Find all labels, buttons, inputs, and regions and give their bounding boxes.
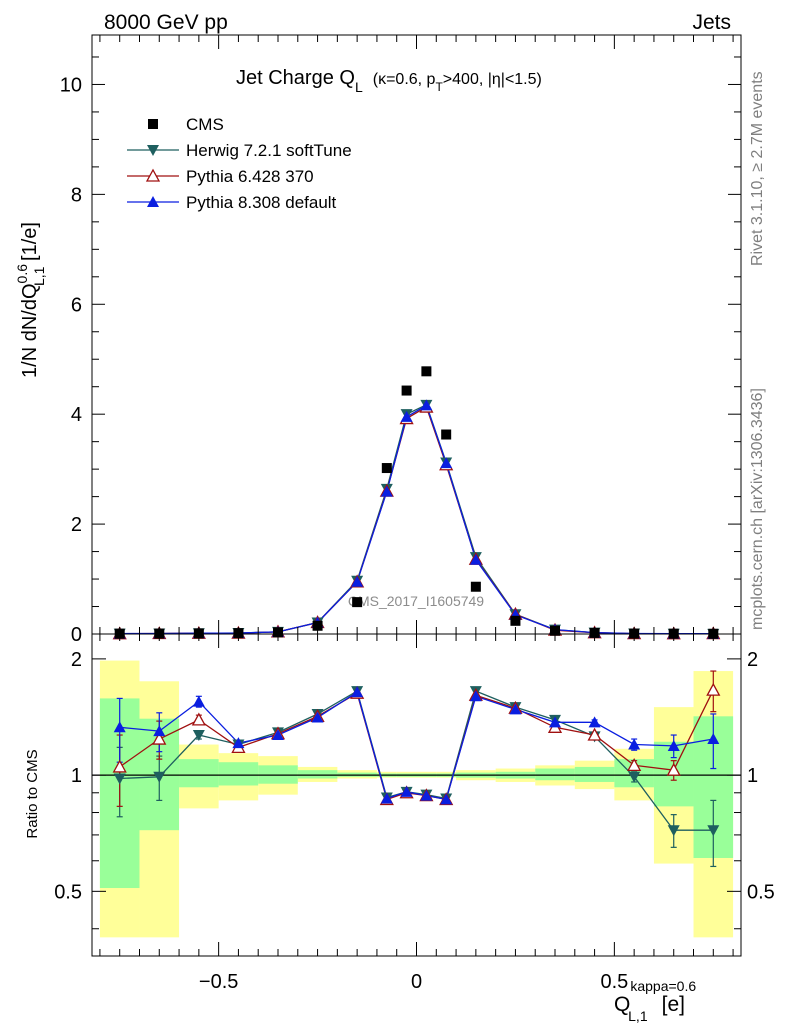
legend-label-1: Herwig 7.2.1 softTune: [186, 141, 352, 160]
ratio-point-2: [232, 737, 245, 749]
legend-label-2: Pythia 6.428 370: [186, 167, 314, 186]
x-axis-label: Qkappa=0.6 L,1 [e]: [614, 978, 696, 1024]
cms-data-point: [352, 597, 363, 608]
x-tick-label: 0: [411, 971, 422, 993]
ratio-point-1: [112, 759, 127, 773]
mcplots-label: mcplots.cern.ch [arXiv:1306.3436]: [749, 388, 766, 630]
ratio-point-2: [380, 792, 393, 804]
ratio-point-2: [113, 721, 126, 733]
ratio-point-1: [191, 712, 206, 726]
y-tick-label: 6: [71, 294, 82, 316]
ratio-y-tick-label-right: 1: [747, 765, 758, 787]
ratio-point-2: [351, 686, 364, 698]
cms-data-point: [441, 429, 452, 440]
rivet-label: Rivet 3.1.10, ≥ 2.7M events: [749, 71, 766, 266]
ratio-point-2: [420, 789, 433, 801]
cms-data-point: [381, 463, 392, 474]
ratio-point-0: [113, 773, 126, 785]
cms-data-point: [510, 615, 521, 626]
series-3-point: [469, 553, 482, 565]
x-tick-label: −0.5: [199, 971, 238, 993]
x-tick-label: 0.5: [600, 971, 628, 993]
uncertainty-band-inner: [179, 759, 219, 788]
ratio-point-2: [400, 785, 413, 797]
ratio-point-1: [152, 731, 167, 745]
ratio-point-2: [440, 793, 453, 805]
ratio-y-tick-label-right: 0.5: [747, 881, 775, 903]
ratio-point-1: [666, 762, 681, 776]
ratio-point-2: [271, 729, 284, 741]
y-tick-label: 2: [71, 514, 82, 536]
cms-data-point: [421, 366, 432, 377]
series-3-point: [380, 485, 393, 497]
series-line-3: [119, 404, 714, 635]
ratio-point-2: [509, 703, 522, 715]
ratio-line-2: [119, 691, 714, 801]
legend: CMS Herwig 7.2.1 softTune Pythia 6.428 370…: [127, 115, 352, 212]
cms-data-point: [470, 581, 481, 592]
legend-marker-2: [145, 168, 161, 182]
plot-title: Jet Charge QL (κ=0.6, pT>400, |η|<1.5): [236, 67, 542, 95]
ratio-point-2: [549, 716, 562, 728]
ratio-y-tick-label: 0.5: [54, 881, 82, 903]
legend-marker-0: [148, 119, 158, 129]
process-label: Jets: [692, 11, 731, 34]
legend-label-0: CMS: [186, 115, 224, 134]
y-tick-label: 4: [71, 404, 82, 426]
series-3-point: [440, 457, 453, 469]
energy-label: 8000 GeV pp: [104, 11, 228, 34]
ratio-point-2: [588, 716, 601, 728]
legend-marker-1: [147, 145, 159, 156]
cms-data-point: [312, 620, 323, 631]
ratio-point-2: [707, 733, 720, 745]
ratio-point-2: [153, 725, 166, 737]
legend-marker-3: [147, 196, 159, 207]
cms-data-point: [401, 385, 412, 396]
ratio-y-tick-label: 2: [71, 649, 82, 671]
series-3-point: [400, 410, 413, 422]
uncertainty-band-inner: [218, 762, 259, 786]
ratio-point-2: [667, 739, 680, 751]
series-3-point: [351, 575, 364, 587]
series-3-point: [420, 399, 433, 411]
ratio-point-0: [192, 730, 205, 742]
legend-label-3: Pythia 8.308 default: [186, 193, 337, 212]
watermark: CMS_2017_I1605749: [348, 593, 484, 609]
y-tick-label: 0: [71, 624, 82, 646]
uncertainty-band-inner: [535, 768, 575, 781]
uncertainty-band-inner: [574, 766, 615, 782]
ratio-point-2: [628, 738, 641, 750]
y-tick-label: 8: [71, 184, 82, 206]
y-axis-label: 1/N dN/dQ0.6L,1 [1/e]: [14, 222, 47, 378]
uncertainty-band-inner: [297, 770, 338, 779]
ratio-point-2: [192, 695, 205, 707]
y-tick-label: 10: [60, 74, 82, 96]
ratio-y-axis-label: Ratio to CMS: [24, 749, 41, 838]
ratio-point-1: [587, 727, 602, 741]
ratio-point-2: [469, 690, 482, 702]
ratio-y-tick-label-right: 2: [747, 649, 758, 671]
ratio-y-tick-label: 1: [71, 765, 82, 787]
ratio-point-0: [153, 771, 166, 783]
ratio-point-2: [311, 711, 324, 723]
ratio-point-1: [627, 757, 642, 771]
ratio-point-0: [628, 771, 641, 783]
ratio-point-0: [667, 825, 680, 837]
ratio-point-0: [707, 825, 720, 837]
ratio-point-1: [706, 682, 721, 696]
